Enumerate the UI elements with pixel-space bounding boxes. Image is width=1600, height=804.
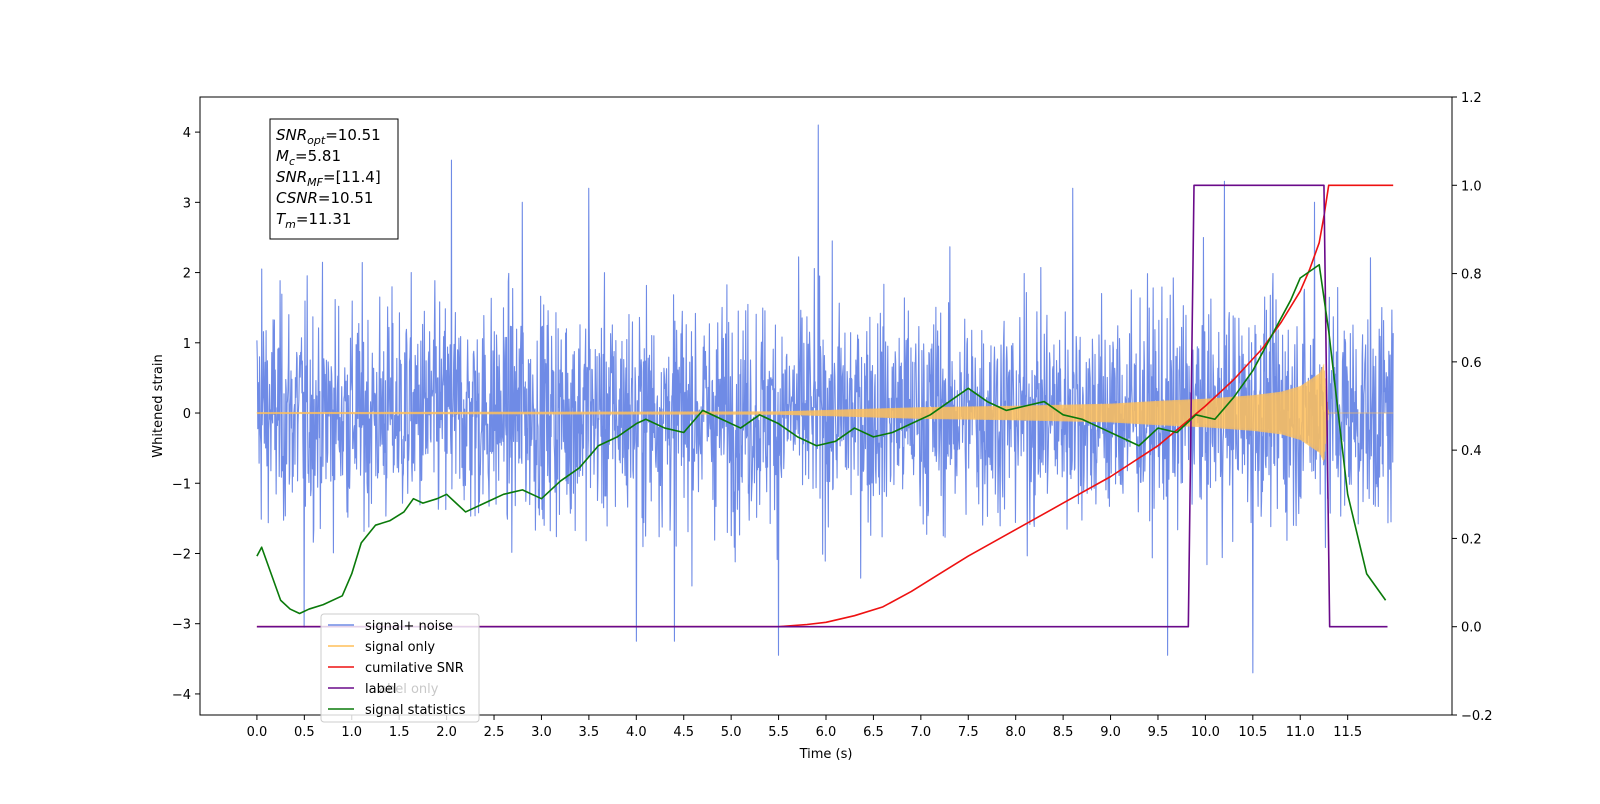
y2-tick-label: 0.0 — [1461, 621, 1482, 636]
y2-tick-label: 1.2 — [1461, 91, 1482, 106]
info-subscript: MF — [307, 176, 323, 189]
x-tick-label: 3.0 — [531, 725, 552, 740]
x-tick-label: 8.0 — [1005, 725, 1026, 740]
x-tick-label: 11.5 — [1333, 725, 1362, 740]
legend-label: label — [365, 682, 396, 697]
x-tick-label: 10.5 — [1238, 725, 1267, 740]
x-tick-label: 9.0 — [1100, 725, 1121, 740]
legend-frame — [320, 613, 480, 723]
info-symbol: CSNR — [276, 189, 318, 207]
series-line-signal-statistics — [256, 263, 1387, 615]
x-tick-label: 10.0 — [1191, 725, 1220, 740]
legend: abel only signal+ noise signal only cumilat… — [320, 613, 480, 723]
x-tick-label: 2.0 — [436, 725, 457, 740]
x-tick-label: 1.0 — [341, 725, 362, 740]
y-axis-label: Whitened strain — [151, 354, 166, 457]
legend-occluded-text: abel only — [379, 682, 439, 697]
series-line-signal-only — [256, 363, 1394, 462]
y-tick-label: 1 — [183, 337, 191, 352]
info-line: Mc=5.81 — [276, 147, 341, 168]
info-line: Tm=11.31 — [276, 210, 351, 231]
x-tick-label: 4.0 — [626, 725, 647, 740]
x-tick-label: 5.5 — [768, 725, 789, 740]
info-line: CSNR=10.51 — [276, 189, 373, 207]
info-subscript: m — [285, 218, 296, 231]
info-box-frame — [269, 118, 399, 240]
x-tick-label: 3.5 — [579, 725, 600, 740]
info-line: SNRopt=10.51 — [276, 126, 381, 147]
series-line-label — [256, 184, 1388, 628]
x-tick-label: 7.0 — [911, 725, 932, 740]
y-tick-label: −2 — [172, 547, 191, 562]
x-tick-label: 0.0 — [247, 725, 268, 740]
info-symbol: SNR — [276, 126, 307, 144]
info-symbol: T — [276, 210, 287, 228]
info-line: SNRMF=[11.4] — [276, 168, 381, 189]
info-value: =11.31 — [296, 210, 352, 228]
y-tick-label: −4 — [172, 688, 191, 703]
y-tick-label: 4 — [183, 126, 191, 141]
info-value: =10.51 — [325, 126, 381, 144]
info-value: =5.81 — [295, 147, 341, 165]
y-tick-label: 2 — [183, 267, 191, 282]
x-tick-label: 11.0 — [1286, 725, 1315, 740]
y2-tick-label: 0.8 — [1461, 268, 1482, 283]
y2-tick-label: −0.2 — [1461, 709, 1493, 724]
info-subscript: opt — [307, 134, 326, 147]
legend-label: cumilative SNR — [365, 661, 464, 676]
info-symbol: M — [276, 147, 289, 165]
x-tick-label: 8.5 — [1053, 725, 1074, 740]
x-tick-label: 2.5 — [484, 725, 505, 740]
y-tick-label: −3 — [172, 618, 191, 633]
x-tick-label: 5.0 — [721, 725, 742, 740]
info-value: =10.51 — [318, 189, 374, 207]
y-tick-label: 0 — [183, 407, 191, 422]
y2-tick-label: 0.2 — [1461, 532, 1482, 547]
series-line-cumilative-snr — [256, 184, 1394, 628]
x-tick-label: 7.5 — [958, 725, 979, 740]
series-line-signal-noise — [256, 124, 1394, 674]
info-value: =[11.4] — [323, 168, 381, 186]
y2-tick-label: 0.6 — [1461, 356, 1482, 371]
y2-tick-label: 1.0 — [1461, 179, 1482, 194]
info-box: SNRopt=10.51Mc=5.81SNRMF=[11.4]CSNR=10.5… — [269, 118, 399, 240]
x-tick-label: 1.5 — [389, 725, 410, 740]
x-tick-label: 4.5 — [673, 725, 694, 740]
x-tick-label: 9.5 — [1148, 725, 1169, 740]
x-tick-label: 6.5 — [863, 725, 884, 740]
y-tick-label: −1 — [172, 477, 191, 492]
x-tick-label: 6.0 — [816, 725, 837, 740]
info-symbol: SNR — [276, 168, 307, 186]
y2-tick-label: 0.4 — [1461, 444, 1482, 459]
x-tick-label: 0.5 — [294, 725, 315, 740]
legend-label: signal statistics — [365, 703, 466, 718]
y-tick-label: 3 — [183, 196, 191, 211]
info-subscript: c — [289, 155, 295, 168]
x-axis-label: Time (s) — [799, 747, 853, 762]
legend-label: signal only — [365, 640, 435, 655]
legend-label: signal+ noise — [365, 619, 453, 634]
